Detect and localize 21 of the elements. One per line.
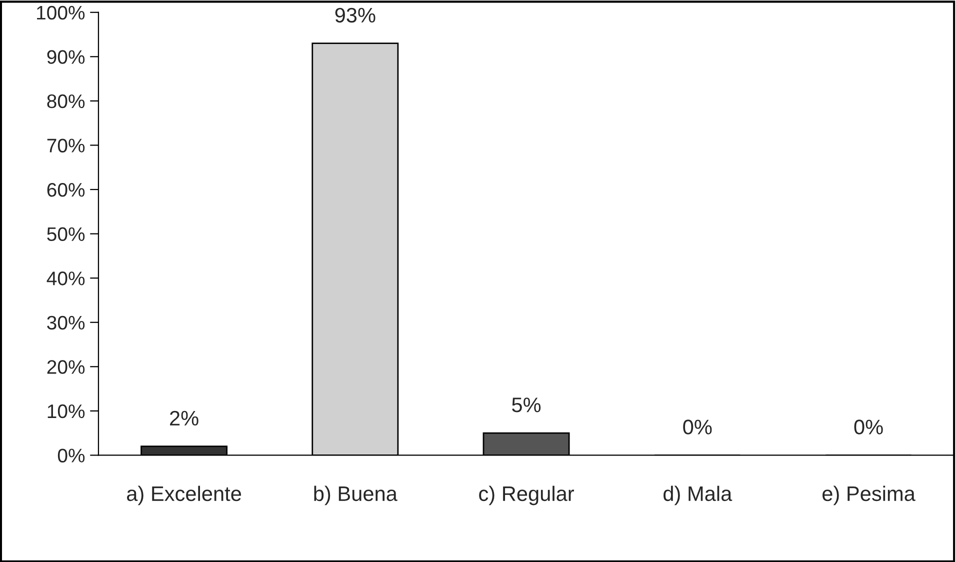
data-label: 2% [170,410,198,426]
x-tick-label: b) Buena [314,486,398,506]
y-tick-label: 40% [46,272,85,286]
data-label: 93% [335,8,376,23]
y-tick-label: 80% [47,94,85,108]
y-tick-label: 10% [48,404,85,418]
y-tick-label: 30% [47,316,85,330]
data-label: 0% [854,420,883,434]
data-label: 0% [683,420,712,434]
x-tick-label: a) Excelente [127,486,242,506]
y-tick-label: 0% [58,448,85,462]
y-tick-label: 70% [47,138,85,152]
y-tick-label: 90% [47,50,85,64]
data-label: 5% [512,398,541,412]
x-tick-label: e) Pesima [822,486,916,506]
y-tick-label: 100% [37,6,85,20]
x-tick-label: c) Regular [479,486,574,506]
y-tick-label: 60% [47,182,85,197]
y-tick-label: 20% [47,360,85,374]
x-tick-label: d) Mala [664,486,732,506]
y-tick-label: 50% [47,227,85,242]
